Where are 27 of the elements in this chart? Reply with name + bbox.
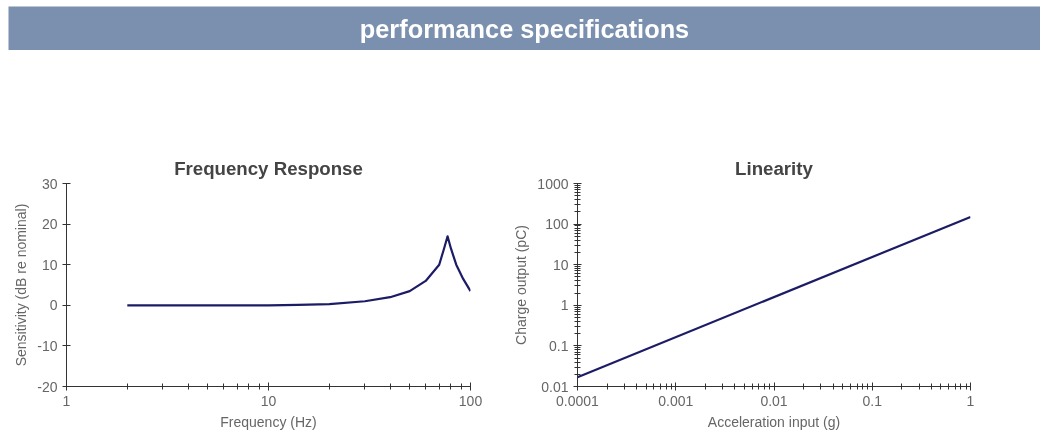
chart-title: Frequency Response xyxy=(174,157,363,179)
x-tick-label: 10 xyxy=(260,392,277,409)
x-tick-label: 0.0001 xyxy=(556,392,600,409)
x-tick-label: 0.1 xyxy=(862,392,883,409)
x-tick-label: 0.01 xyxy=(760,392,788,409)
y-tick-label: 0 xyxy=(49,297,58,314)
y-tick-label: 0.1 xyxy=(549,337,569,354)
text: performance specifications xyxy=(359,14,690,43)
x-axis-title: Acceleration input (g) xyxy=(707,413,841,430)
y-tick-label: 10 xyxy=(41,256,58,273)
y-tick-label: 1000 xyxy=(537,175,569,192)
y-tick-label: 1 xyxy=(560,297,569,314)
y-tick-label: -20 xyxy=(37,378,58,395)
x-tick-label: 100 xyxy=(458,392,483,409)
chart-title: Linearity xyxy=(735,157,814,179)
y-tick-label: 20 xyxy=(41,216,58,233)
y-axis-title: Sensitivity (dB re nominal) xyxy=(13,203,30,367)
y-tick-label: -10 xyxy=(37,337,58,354)
x-tick-label: 1 xyxy=(62,392,71,409)
y-axis-title: Charge output (pC) xyxy=(513,225,530,345)
y-tick-label: 10 xyxy=(552,256,569,273)
x-tick-label: 1 xyxy=(966,392,975,409)
y-tick-label: 0.01 xyxy=(541,378,569,395)
y-tick-label: 30 xyxy=(41,175,58,192)
y-tick-label: 100 xyxy=(545,216,569,233)
x-axis-title: Frequency (Hz) xyxy=(220,413,317,430)
x-tick-label: 0.001 xyxy=(658,392,694,409)
